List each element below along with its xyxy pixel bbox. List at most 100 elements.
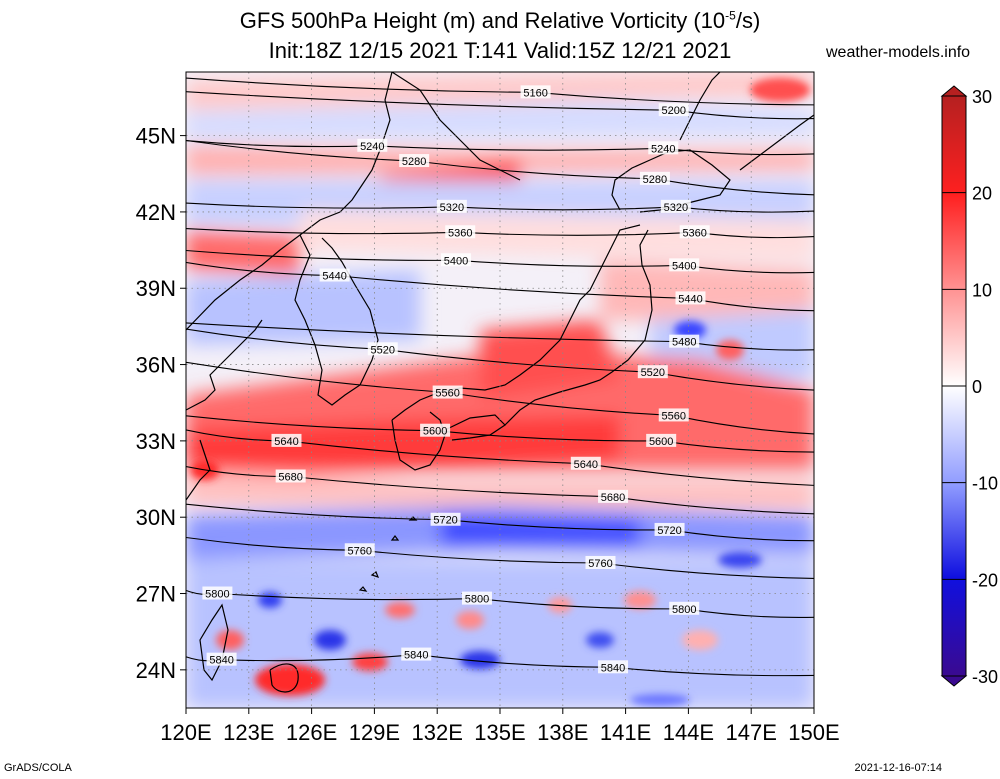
height-contour-line: [186, 328, 814, 391]
contour-label: 5680: [601, 492, 625, 504]
contour-label: 5640: [574, 459, 598, 471]
contour-label-bg: [202, 586, 233, 600]
contour-label: 5280: [643, 174, 667, 186]
contour-label: 5840: [601, 662, 625, 674]
height-contour-line: [186, 91, 814, 120]
height-contour-line: [186, 228, 814, 239]
contour-label-bg: [639, 171, 670, 185]
contour-label: 5560: [435, 388, 459, 400]
colorbar-label: 30: [972, 87, 992, 107]
latitude-label: 30N: [136, 505, 176, 530]
contour-label-bg: [357, 138, 388, 152]
height-contour-line: [186, 261, 814, 312]
chart-subtitle: Init:18Z 12/15 2021 T:141 Valid:15Z 12/2…: [268, 38, 732, 63]
height-contour-line: [186, 536, 814, 579]
contour-label: 5760: [588, 558, 612, 570]
contour-label: 5760: [348, 545, 372, 557]
longitude-label: 144E: [663, 720, 714, 745]
site-credit: weather-models.info: [826, 44, 971, 61]
longitude-label: 141E: [600, 720, 651, 745]
colorbar-top-arrow: [940, 85, 968, 97]
contour-label-bg: [420, 423, 451, 437]
height-contour-line: [186, 139, 814, 156]
contour-label: 5240: [651, 143, 675, 155]
contour-label-bg: [675, 291, 706, 305]
height-contour-line: [186, 361, 814, 435]
contour-label: 5400: [672, 260, 696, 272]
contour-label: 5160: [523, 87, 547, 99]
contour-label: 5440: [322, 271, 346, 283]
contour-label-bg: [271, 433, 302, 447]
contour-label-bg: [436, 199, 467, 213]
longitude-label: 138E: [537, 720, 588, 745]
software-credit: GrADS/COLA: [4, 762, 72, 774]
height-contour-line: [186, 503, 814, 542]
height-contour-line: [186, 322, 814, 351]
contour-label: 5520: [371, 344, 395, 356]
height-contours: [186, 77, 814, 677]
contour-label: 5480: [672, 337, 696, 349]
longitude-label: 123E: [223, 720, 274, 745]
contour-label-bg: [637, 365, 668, 379]
contour-label: 5800: [672, 604, 696, 616]
contour-label-bg: [669, 334, 700, 348]
height-contour-line: [186, 415, 814, 453]
latitude-label: 42N: [136, 200, 176, 225]
contour-label: 5320: [664, 202, 688, 214]
contour-label-bg: [598, 489, 629, 503]
colorbar: 30 20 10 0 -10 -20 -30: [940, 85, 998, 687]
chart-title: GFS 500hPa Height (m) and Relative Vorti…: [239, 8, 761, 33]
contour-label-bg: [319, 268, 350, 282]
latitude-label: 39N: [136, 276, 176, 301]
contour-label-bg: [399, 154, 430, 168]
contour-label: 5720: [657, 525, 681, 537]
contour-label-bg: [441, 253, 472, 267]
longitude-label: 126E: [286, 720, 337, 745]
contour-label-bg: [646, 433, 677, 447]
contour-label-bg: [275, 469, 306, 483]
contour-label-bg: [654, 522, 685, 536]
contour-label: 5800: [205, 589, 229, 601]
contour-label-bg: [660, 199, 691, 213]
contour-label: 5840: [209, 655, 233, 667]
longitude-label: 129E: [349, 720, 400, 745]
contour-label-bg: [658, 408, 689, 422]
contour-label: 5840: [404, 650, 428, 662]
longitude-label: 132E: [412, 720, 463, 745]
contour-label: 5560: [662, 410, 686, 422]
latitude-label: 33N: [136, 429, 176, 454]
longitude-label: 120E: [160, 720, 211, 745]
colorbar-label: -10: [972, 474, 998, 494]
latitude-label: 36N: [136, 353, 176, 378]
contour-label: 5600: [649, 436, 673, 448]
contour-label-bg: [669, 601, 700, 615]
contour-label-bg: [401, 647, 432, 661]
contour-label-bg: [598, 660, 629, 674]
colorbar-label: 10: [972, 280, 992, 300]
contour-label-bg: [648, 141, 679, 155]
contour-label-bg: [461, 591, 492, 605]
contour-label-bg: [570, 456, 601, 470]
contour-label: 5360: [448, 227, 472, 239]
contour-label-bg: [430, 512, 461, 526]
contour-label: 5280: [402, 156, 426, 168]
contour-label-bg: [432, 385, 463, 399]
contour-label-bg: [445, 225, 476, 239]
colorbar-label: -20: [972, 570, 998, 590]
contour-label: 5440: [678, 293, 702, 305]
contour-label: 5680: [278, 471, 302, 483]
contour-label-bg: [658, 103, 689, 117]
contour-label: 5600: [423, 426, 447, 438]
contour-label: 5360: [682, 227, 706, 239]
colorbar-bottom-arrow: [940, 675, 968, 687]
generated-timestamp: 2021-12-16-07:14: [854, 762, 942, 774]
latitude-label: 27N: [136, 582, 176, 607]
colorbar-label: 0: [972, 377, 982, 397]
contour-label-bg: [585, 555, 616, 569]
contour-label: 5200: [662, 105, 686, 117]
height-contour-line: [186, 466, 814, 515]
height-contour-line: [186, 202, 814, 213]
height-contour-line: [186, 139, 814, 196]
colorbar-label: -30: [972, 667, 998, 687]
